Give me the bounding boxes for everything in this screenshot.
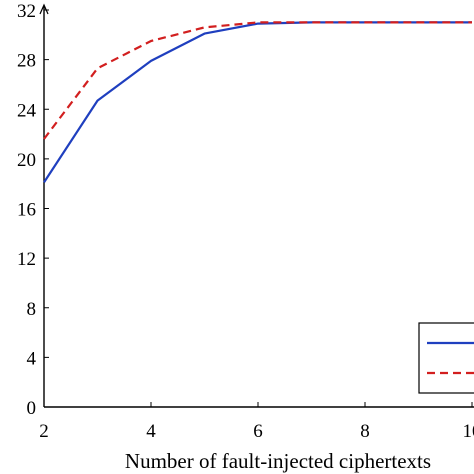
y-axis-arrow xyxy=(39,3,49,15)
y-tick-label: 8 xyxy=(27,299,37,320)
chart-legend xyxy=(418,322,474,394)
x-tick-label: 4 xyxy=(146,421,156,442)
series-line-2 xyxy=(43,21,472,140)
y-tick-label: 12 xyxy=(17,249,36,270)
x-tick-label: 2 xyxy=(39,421,49,442)
chart-series xyxy=(43,21,472,184)
y-tick-label: 4 xyxy=(27,348,37,369)
x-axis-title: Number of fault-injected ciphertexts xyxy=(125,449,431,473)
series-line-1 xyxy=(43,21,472,184)
chart-axes xyxy=(39,3,474,408)
x-tick-label: 6 xyxy=(253,421,263,442)
y-tick-label: 0 xyxy=(27,398,37,419)
x-tick-label: 8 xyxy=(360,421,370,442)
y-tick-label: 24 xyxy=(17,100,37,121)
y-tick-label: 16 xyxy=(17,200,36,221)
y-tick-label: 32 xyxy=(17,1,36,22)
y-tick-label: 28 xyxy=(17,51,36,72)
y-tick-label: 20 xyxy=(17,150,36,171)
x-tick-label: 10 xyxy=(463,421,474,442)
chart-ticks: 048121620242832246810 xyxy=(17,1,474,442)
legend-box xyxy=(418,322,474,394)
